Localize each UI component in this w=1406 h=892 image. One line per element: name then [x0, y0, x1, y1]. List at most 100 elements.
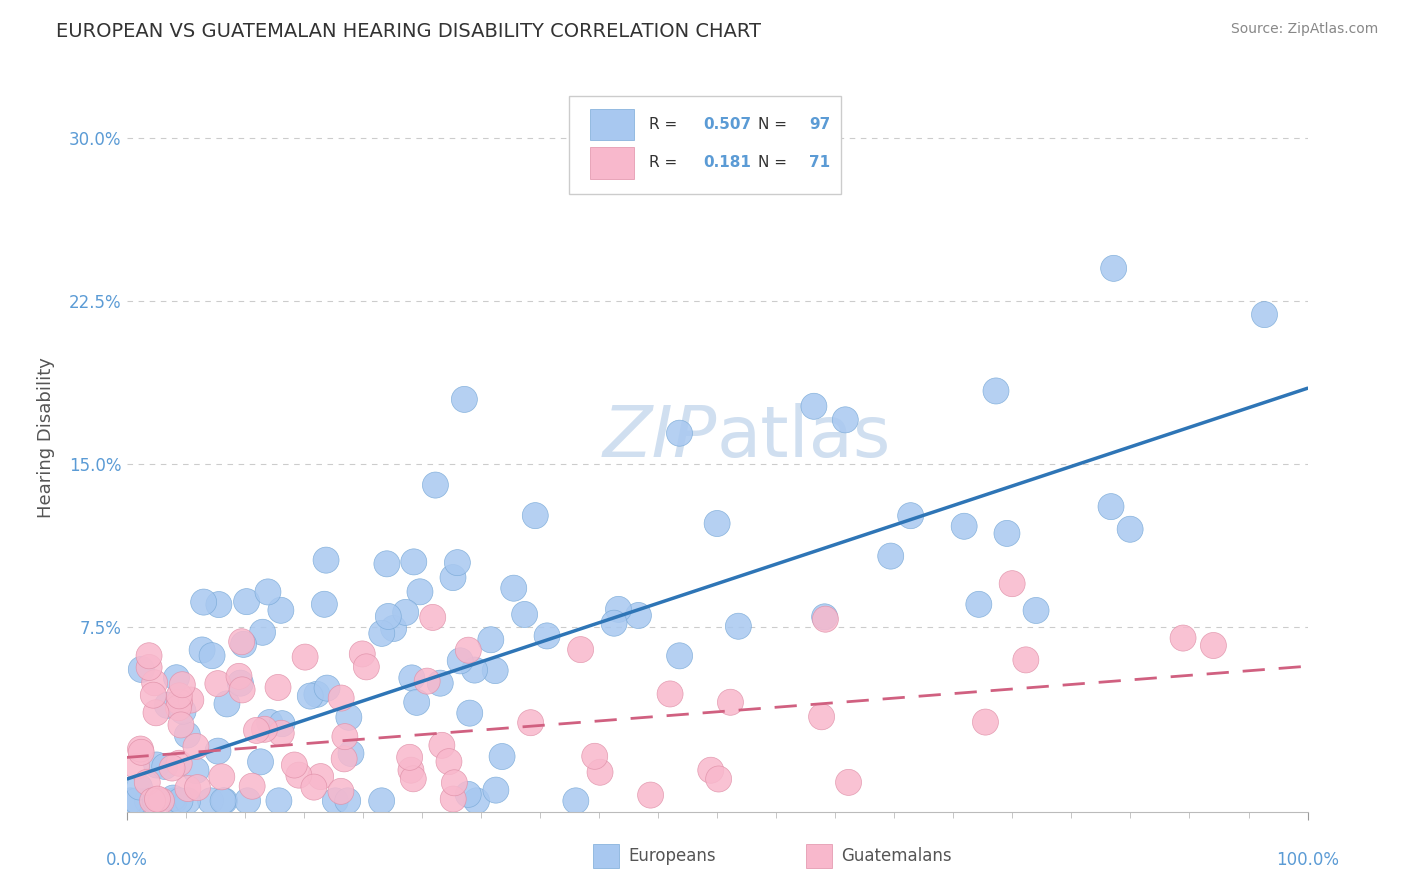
Ellipse shape — [482, 777, 509, 803]
Ellipse shape — [269, 711, 295, 737]
Ellipse shape — [155, 692, 180, 718]
Ellipse shape — [808, 704, 835, 730]
Text: Europeans: Europeans — [628, 847, 716, 865]
Ellipse shape — [897, 503, 924, 529]
FancyBboxPatch shape — [589, 147, 634, 178]
Ellipse shape — [160, 785, 186, 811]
Ellipse shape — [396, 744, 423, 771]
Ellipse shape — [451, 386, 478, 412]
Ellipse shape — [174, 788, 201, 814]
Ellipse shape — [582, 743, 607, 769]
Ellipse shape — [404, 690, 430, 715]
Ellipse shape — [198, 788, 224, 814]
Ellipse shape — [285, 762, 312, 789]
Ellipse shape — [304, 681, 330, 707]
Ellipse shape — [314, 547, 339, 574]
Ellipse shape — [427, 670, 453, 697]
Ellipse shape — [127, 774, 152, 800]
Ellipse shape — [152, 754, 177, 780]
Ellipse shape — [877, 543, 904, 569]
Ellipse shape — [406, 579, 433, 605]
Ellipse shape — [328, 779, 354, 805]
Ellipse shape — [159, 755, 186, 781]
Ellipse shape — [229, 629, 254, 655]
Ellipse shape — [512, 601, 537, 627]
Ellipse shape — [231, 632, 256, 657]
Ellipse shape — [517, 710, 544, 736]
Ellipse shape — [124, 753, 149, 780]
Ellipse shape — [666, 420, 693, 446]
Ellipse shape — [205, 591, 232, 617]
Text: Source: ZipAtlas.com: Source: ZipAtlas.com — [1230, 22, 1378, 37]
Ellipse shape — [143, 788, 169, 814]
Ellipse shape — [534, 623, 560, 649]
Ellipse shape — [184, 774, 211, 801]
Ellipse shape — [191, 589, 217, 615]
Ellipse shape — [226, 664, 252, 690]
Text: N =: N = — [758, 117, 792, 132]
Ellipse shape — [478, 627, 503, 653]
Ellipse shape — [332, 746, 357, 772]
Text: 100.0%: 100.0% — [1277, 851, 1339, 869]
Ellipse shape — [243, 717, 270, 743]
Ellipse shape — [522, 502, 548, 529]
Ellipse shape — [482, 657, 508, 683]
Ellipse shape — [233, 589, 260, 615]
Ellipse shape — [983, 378, 1010, 404]
Ellipse shape — [637, 782, 664, 808]
Ellipse shape — [167, 712, 194, 738]
Text: 0.0%: 0.0% — [105, 851, 148, 869]
Text: atlas: atlas — [717, 402, 891, 472]
Ellipse shape — [337, 740, 364, 766]
FancyBboxPatch shape — [569, 96, 841, 194]
Ellipse shape — [697, 757, 724, 783]
Ellipse shape — [422, 472, 449, 498]
Ellipse shape — [169, 672, 195, 698]
Ellipse shape — [501, 575, 527, 601]
Ellipse shape — [136, 643, 162, 669]
Ellipse shape — [441, 770, 467, 796]
FancyBboxPatch shape — [806, 844, 831, 868]
Ellipse shape — [1201, 632, 1226, 658]
Text: 0.507: 0.507 — [703, 117, 751, 132]
Ellipse shape — [229, 677, 254, 703]
Ellipse shape — [801, 393, 827, 419]
Ellipse shape — [128, 736, 153, 762]
Ellipse shape — [252, 716, 277, 742]
FancyBboxPatch shape — [589, 109, 634, 140]
Ellipse shape — [269, 720, 294, 747]
Ellipse shape — [832, 407, 858, 433]
Ellipse shape — [143, 699, 169, 726]
Ellipse shape — [292, 644, 318, 670]
Ellipse shape — [166, 695, 191, 721]
Text: 0.181: 0.181 — [703, 155, 751, 170]
Ellipse shape — [269, 598, 294, 624]
Ellipse shape — [149, 788, 174, 814]
Ellipse shape — [353, 654, 380, 680]
Y-axis label: Hearing Disability: Hearing Disability — [37, 357, 55, 517]
Ellipse shape — [134, 788, 160, 814]
Ellipse shape — [349, 641, 375, 667]
Text: N =: N = — [758, 155, 792, 170]
Ellipse shape — [297, 683, 323, 709]
Ellipse shape — [966, 591, 991, 617]
Ellipse shape — [124, 788, 149, 814]
Ellipse shape — [205, 738, 231, 764]
Ellipse shape — [162, 788, 187, 814]
Ellipse shape — [952, 513, 977, 540]
Ellipse shape — [174, 722, 201, 748]
Ellipse shape — [167, 788, 193, 814]
Ellipse shape — [456, 781, 481, 807]
Ellipse shape — [811, 604, 838, 630]
Ellipse shape — [401, 549, 427, 575]
Ellipse shape — [657, 681, 683, 707]
Ellipse shape — [606, 597, 631, 623]
Ellipse shape — [183, 733, 209, 759]
Ellipse shape — [308, 764, 333, 789]
Ellipse shape — [429, 732, 456, 758]
Ellipse shape — [444, 549, 471, 575]
Ellipse shape — [368, 620, 395, 647]
Text: EUROPEAN VS GUATEMALAN HEARING DISABILITY CORRELATION CHART: EUROPEAN VS GUATEMALAN HEARING DISABILIT… — [56, 22, 761, 41]
Ellipse shape — [336, 704, 361, 731]
Ellipse shape — [177, 687, 204, 713]
